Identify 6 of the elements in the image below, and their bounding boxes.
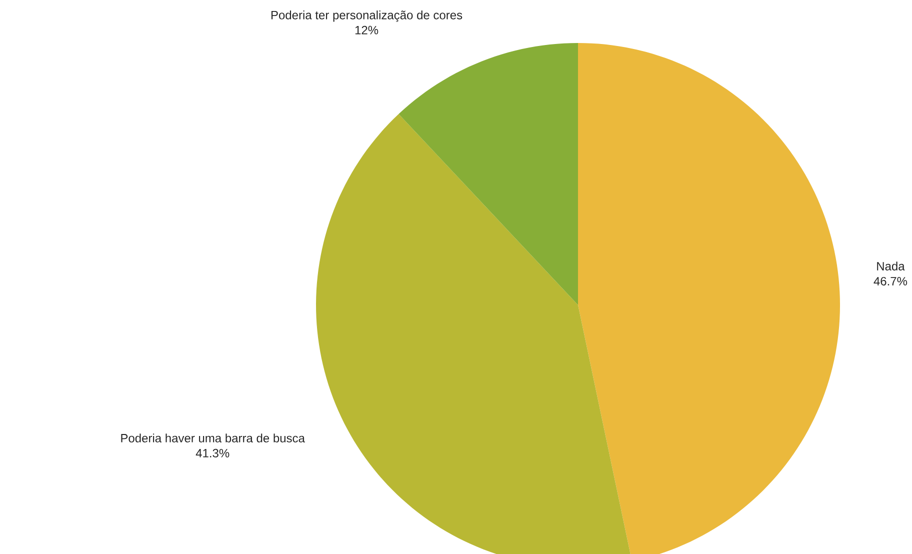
data-label: 46.7% — [874, 276, 908, 286]
slice-label: Nada — [877, 262, 905, 270]
slice-label: Poderia haver uma barra de busca — [121, 434, 305, 442]
slice-label: Poderia ter personalização de cores — [271, 10, 462, 22]
data-label: 12% — [355, 26, 378, 34]
data-label: 41.3% — [196, 448, 230, 458]
